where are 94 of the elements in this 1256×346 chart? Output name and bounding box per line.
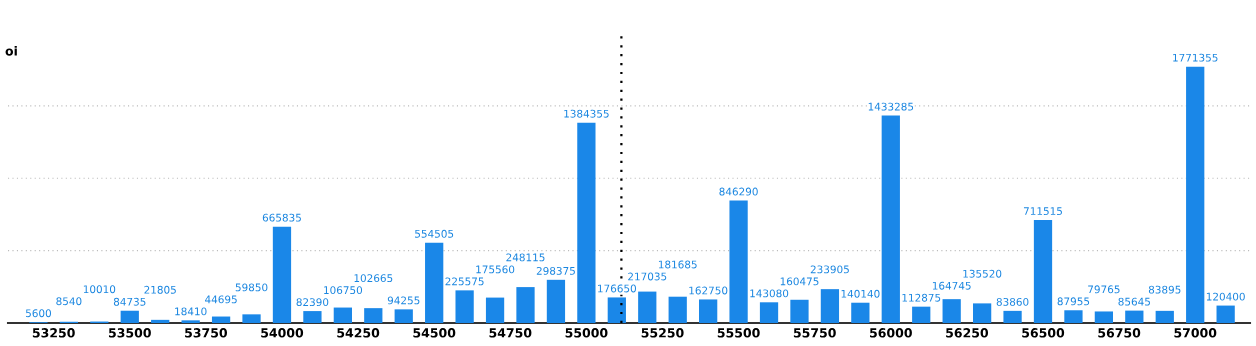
bar	[790, 299, 809, 323]
bar	[303, 311, 322, 323]
data-label: 87955	[1057, 297, 1090, 306]
data-label: 1384355	[564, 109, 609, 118]
data-label: 44695	[205, 295, 237, 304]
data-label: 83895	[1148, 285, 1181, 294]
data-label: 143080	[750, 289, 789, 298]
x-tick-label: 56750	[1098, 328, 1141, 338]
bar	[577, 122, 596, 323]
data-label: 59850	[235, 283, 268, 292]
bar	[211, 316, 231, 323]
data-label: 94255	[387, 296, 420, 305]
data-label: 175560	[476, 265, 515, 274]
data-label: 233905	[810, 265, 849, 274]
bar	[1216, 305, 1235, 323]
data-label: 8540	[56, 297, 82, 306]
x-tick-label: 55500	[717, 328, 760, 338]
bar	[1033, 220, 1053, 323]
bar	[1064, 310, 1083, 323]
data-label: 135520	[963, 269, 1002, 278]
bar	[1125, 310, 1144, 323]
bar	[820, 289, 840, 323]
x-tick-label: 54750	[489, 328, 532, 338]
data-label: 164745	[932, 281, 971, 290]
bar	[1094, 311, 1114, 323]
bar	[912, 306, 931, 323]
bar	[972, 303, 992, 323]
data-label: 225575	[445, 277, 484, 286]
x-tick-label: 56500	[1022, 328, 1065, 338]
data-label: 217035	[628, 272, 667, 281]
bar	[364, 308, 383, 323]
data-label: 846290	[719, 187, 758, 196]
bar	[181, 320, 200, 323]
data-label: 181685	[658, 260, 697, 269]
x-tick-label: 57000	[1174, 328, 1217, 338]
x-tick-label: 56000	[870, 328, 912, 338]
x-tick-label: 53500	[108, 328, 151, 338]
bar	[425, 242, 444, 323]
data-label: 176650	[598, 284, 637, 293]
x-tick-label: 53750	[185, 328, 228, 338]
bar	[1155, 310, 1174, 323]
bar	[1186, 66, 1205, 323]
data-label: 10010	[83, 285, 116, 294]
bar	[516, 287, 535, 323]
data-label: 120400	[1206, 292, 1245, 301]
bar	[546, 279, 566, 323]
bar	[272, 226, 292, 323]
bar	[668, 296, 687, 323]
data-label: 102665	[354, 274, 393, 283]
data-label: 82390	[296, 298, 329, 307]
y-axis-title: oi	[5, 45, 17, 56]
data-label: 1771355	[1173, 53, 1218, 62]
data-label: 83860	[996, 297, 1029, 306]
bar	[851, 302, 870, 323]
data-label: 18410	[175, 307, 207, 316]
x-tick-label: 54500	[413, 328, 456, 338]
x-tick-label: 54250	[337, 328, 380, 338]
bar	[242, 314, 261, 323]
bar	[942, 299, 961, 323]
data-label: 106750	[324, 286, 363, 295]
x-tick-label: 53250	[32, 328, 75, 338]
bar	[394, 309, 413, 323]
x-tick-label: 55250	[641, 328, 684, 338]
x-tick-label: 55000	[565, 328, 608, 338]
data-label: 1433285	[868, 102, 914, 111]
data-label: 5600	[25, 309, 51, 318]
data-label: 79765	[1088, 285, 1120, 294]
bar	[1003, 310, 1022, 323]
data-label: 160475	[780, 277, 819, 286]
bar	[699, 299, 718, 323]
data-label: 85645	[1118, 297, 1150, 306]
x-tick-label: 56250	[946, 328, 989, 338]
bar	[151, 319, 170, 323]
data-label: 162750	[689, 286, 728, 295]
data-label: 248115	[506, 253, 545, 262]
data-label: 711515	[1023, 207, 1062, 216]
data-label: 298375	[536, 266, 575, 275]
bar	[881, 115, 900, 323]
bar	[729, 200, 748, 323]
data-label: 112875	[902, 293, 941, 302]
bar	[120, 310, 139, 323]
x-tick-label: 55750	[793, 328, 836, 338]
data-label: 140140	[841, 289, 880, 298]
bar	[607, 297, 626, 323]
x-tick-label: 54000	[261, 328, 304, 338]
data-label: 665835	[262, 213, 301, 222]
data-label: 554505	[415, 229, 454, 238]
bar	[333, 307, 352, 323]
bar	[485, 297, 505, 323]
data-label: 84735	[113, 297, 146, 306]
bar	[759, 302, 779, 323]
data-label: 21805	[144, 285, 176, 294]
bar	[455, 290, 474, 323]
bar	[638, 291, 657, 323]
